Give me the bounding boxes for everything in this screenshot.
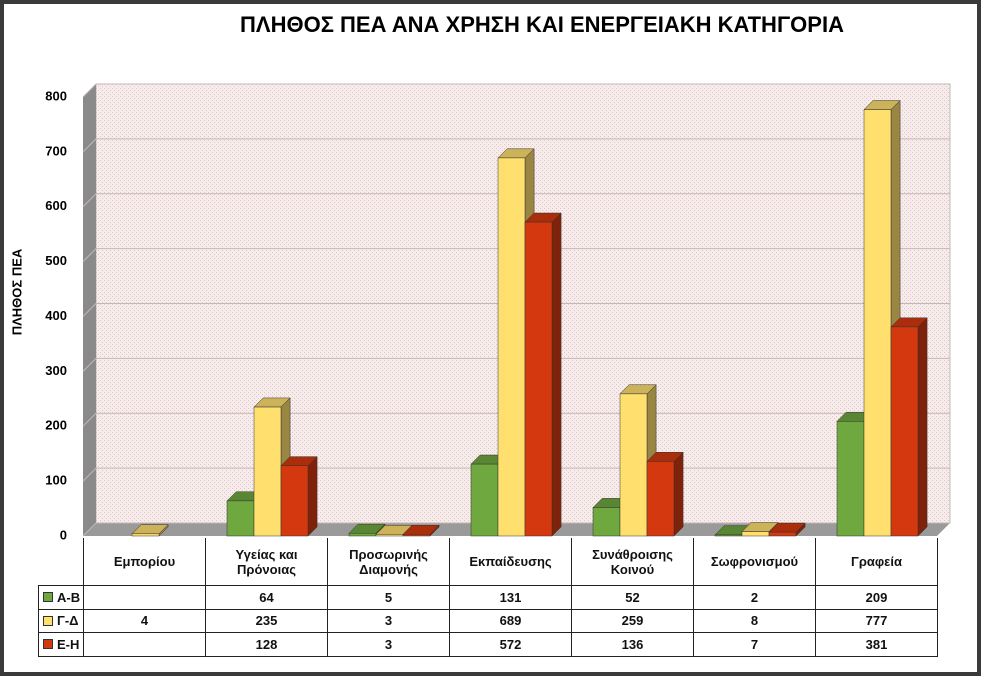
table-cell: 572	[449, 632, 572, 657]
bar-side	[917, 317, 928, 537]
bar	[863, 109, 892, 537]
table-cell: 52	[571, 585, 694, 610]
bar-side	[551, 212, 562, 537]
category-label: Υγείας και Πρόνοιας	[205, 538, 328, 586]
table-cell: 4	[83, 608, 206, 633]
grid-line	[82, 303, 950, 317]
bar	[280, 465, 309, 537]
table-cell: 777	[815, 608, 938, 633]
bar	[226, 500, 255, 537]
bar	[646, 461, 675, 537]
bar	[714, 534, 743, 537]
grid-line	[82, 412, 950, 427]
legend-swatch	[43, 639, 53, 650]
y-tick-label: 0	[60, 527, 67, 542]
table-cell: 381	[815, 632, 938, 657]
y-axis-title: ΠΛΗΘΟΣ ΠΕΑ	[9, 248, 24, 335]
chart: ΠΛΗΘΟΣ ΠΕΑ ΑΝΑ ΧΡΗΣΗ ΚΑΙ ΕΝΕΡΓΕΙΑΚΗ ΚΑΤΗ…	[9, 12, 951, 542]
table-cell: 7	[693, 632, 816, 657]
table-cell: 235	[205, 608, 328, 633]
category-label: Προσωρινής Διαμονής	[327, 538, 450, 586]
table-cell: 136	[571, 632, 694, 657]
legend-entry: Γ-Δ	[38, 608, 84, 633]
y-tick-label: 500	[45, 253, 67, 268]
bar	[524, 221, 553, 537]
grid-line	[82, 193, 950, 208]
legend-label: Ε-Η	[57, 636, 80, 652]
legend-entry: Α-Β	[38, 585, 84, 610]
bar	[741, 531, 770, 537]
bar-side	[673, 451, 684, 537]
category-label: Εμπορίου	[83, 538, 206, 586]
bar	[402, 534, 431, 537]
legend-swatch	[43, 592, 53, 603]
y-tick-label: 100	[45, 473, 67, 488]
bar-side	[307, 456, 318, 537]
bar	[253, 406, 282, 537]
legend-label: Α-Β	[57, 589, 81, 605]
bar	[836, 421, 865, 537]
category-label: Σωφρονισμού	[693, 538, 816, 586]
category-label: Συνάθροισης Κοινού	[571, 538, 694, 586]
bar	[470, 463, 499, 537]
bar	[619, 393, 648, 537]
table-cell: 131	[449, 585, 572, 610]
y-tick-label: 200	[45, 418, 67, 433]
bar	[497, 157, 526, 537]
bar	[592, 507, 621, 537]
y-tick-label: 800	[45, 88, 67, 103]
category-label: Εκπαίδευσης	[449, 538, 572, 586]
y-tick-label: 600	[45, 198, 67, 213]
table-cell: 259	[571, 608, 694, 633]
grid-line	[82, 248, 950, 262]
legend-entry: Ε-Η	[38, 632, 84, 657]
bar	[348, 533, 377, 537]
y-tick-label: 700	[45, 143, 67, 158]
table-cell: 64	[205, 585, 328, 610]
grid-line	[82, 138, 950, 153]
chart-title: ΠΛΗΘΟΣ ΠΕΑ ΑΝΑ ΧΡΗΣΗ ΚΑΙ ΕΝΕΡΓΕΙΑΚΗ ΚΑΤΗ…	[240, 12, 844, 37]
table-cell: 3	[327, 608, 450, 633]
grid-line	[82, 83, 950, 98]
table-cell: 128	[205, 632, 328, 657]
bar	[768, 531, 797, 537]
category-label: Γραφεία	[815, 538, 938, 586]
y-tick-label: 400	[45, 308, 67, 323]
table-cell: 2	[693, 585, 816, 610]
bar	[890, 326, 919, 537]
y-tick-label: 300	[45, 363, 67, 378]
table-cell: 209	[815, 585, 938, 610]
table-cell: 8	[693, 608, 816, 633]
bar	[131, 533, 160, 537]
grid-line	[82, 357, 950, 372]
legend-label: Γ-Δ	[57, 613, 79, 629]
table-cell	[83, 585, 206, 610]
bar	[375, 534, 404, 537]
table-cell: 3	[327, 632, 450, 657]
table-cell: 5	[327, 585, 450, 610]
table-cell: 689	[449, 608, 572, 633]
legend-swatch	[43, 615, 53, 626]
table-cell	[83, 632, 206, 657]
